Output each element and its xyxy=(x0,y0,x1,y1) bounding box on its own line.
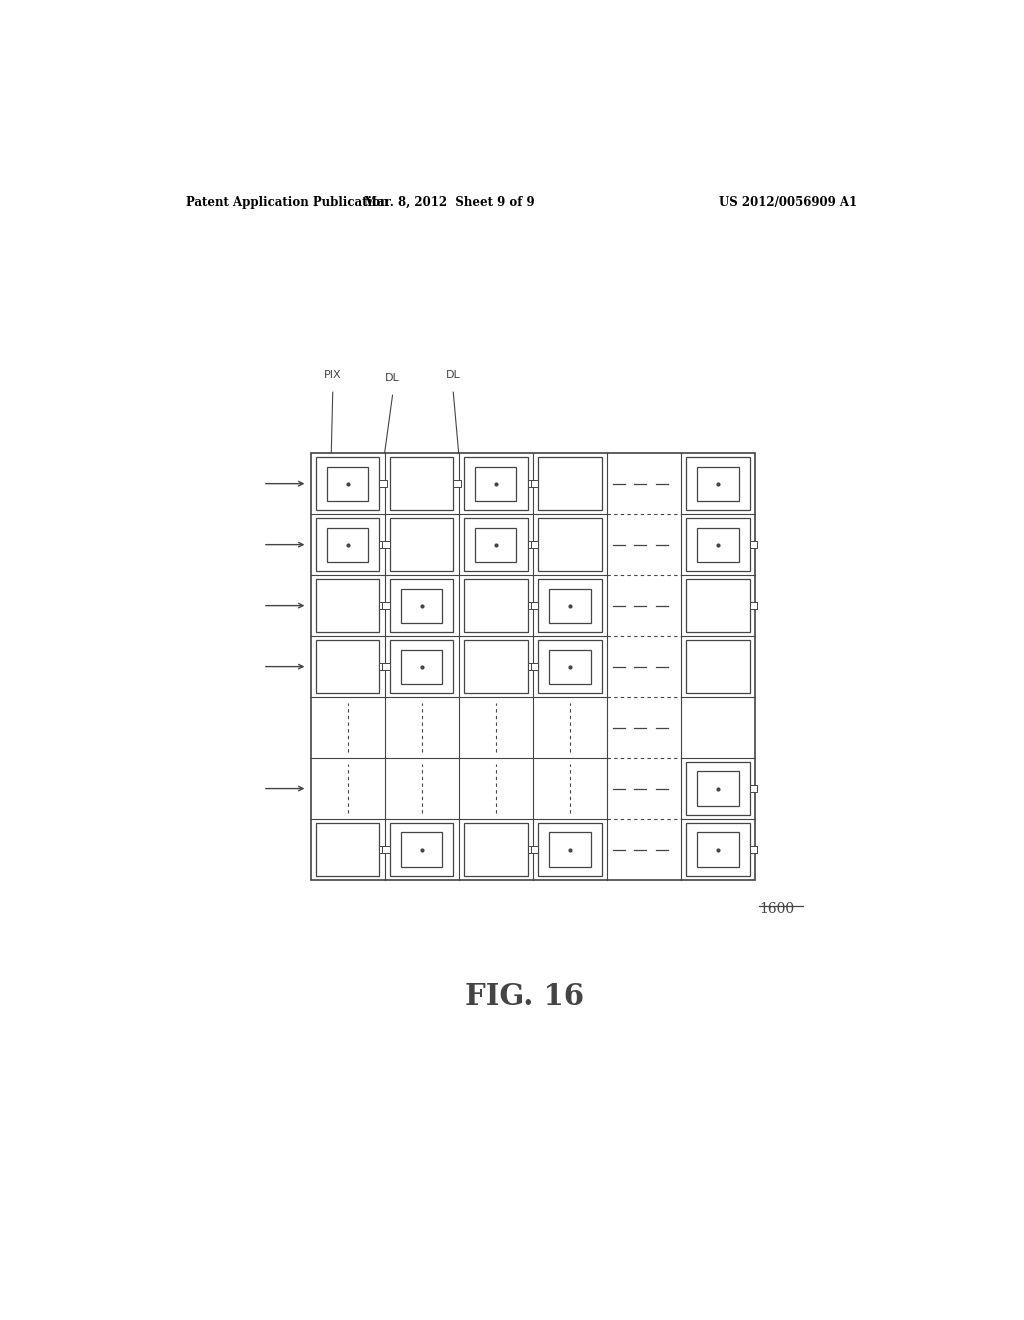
Bar xyxy=(530,480,538,487)
Bar xyxy=(390,458,454,510)
Bar xyxy=(464,458,527,510)
Bar xyxy=(382,846,390,853)
Bar xyxy=(750,541,757,548)
Bar xyxy=(380,602,387,610)
Bar xyxy=(686,824,750,875)
Bar xyxy=(327,528,369,562)
Bar xyxy=(315,519,380,570)
Bar xyxy=(380,480,387,487)
Bar xyxy=(475,466,516,500)
Bar xyxy=(315,579,380,632)
Bar xyxy=(382,541,390,548)
Text: PIX: PIX xyxy=(324,370,342,380)
Bar xyxy=(380,663,387,671)
Text: Patent Application Publication: Patent Application Publication xyxy=(186,195,388,209)
Bar xyxy=(382,663,390,671)
Bar xyxy=(750,602,757,610)
Bar xyxy=(530,541,538,548)
Bar xyxy=(549,833,591,867)
Bar xyxy=(697,771,738,805)
Bar xyxy=(315,824,380,875)
Bar xyxy=(464,640,527,693)
Bar xyxy=(390,579,454,632)
Bar xyxy=(464,579,527,632)
Text: FIG. 16: FIG. 16 xyxy=(465,982,585,1011)
Bar xyxy=(538,458,602,510)
Text: 1600: 1600 xyxy=(759,903,794,916)
Bar xyxy=(530,663,538,671)
Bar xyxy=(686,458,750,510)
Bar xyxy=(382,602,390,610)
Bar xyxy=(530,602,538,610)
Bar xyxy=(464,824,527,875)
Bar xyxy=(538,519,602,570)
Bar xyxy=(549,649,591,684)
Bar xyxy=(686,579,750,632)
Bar xyxy=(686,763,750,814)
Text: US 2012/0056909 A1: US 2012/0056909 A1 xyxy=(719,195,857,209)
Bar xyxy=(380,846,387,853)
Bar xyxy=(538,824,602,875)
Bar xyxy=(527,541,535,548)
Text: Mar. 8, 2012  Sheet 9 of 9: Mar. 8, 2012 Sheet 9 of 9 xyxy=(365,195,535,209)
Bar xyxy=(686,519,750,570)
Bar xyxy=(750,785,757,792)
Bar xyxy=(686,640,750,693)
Bar xyxy=(697,528,738,562)
Bar xyxy=(549,589,591,623)
Text: DL: DL xyxy=(385,374,400,383)
Bar xyxy=(327,466,369,500)
Bar xyxy=(400,649,442,684)
Bar xyxy=(315,640,380,693)
Bar xyxy=(390,824,454,875)
Bar xyxy=(750,846,757,853)
Bar xyxy=(527,846,535,853)
Bar xyxy=(464,519,527,570)
Bar xyxy=(530,846,538,853)
Bar xyxy=(390,640,454,693)
Bar xyxy=(697,833,738,867)
Text: DL: DL xyxy=(445,370,461,380)
Bar xyxy=(527,663,535,671)
Bar xyxy=(310,453,755,880)
Bar xyxy=(527,480,535,487)
Bar xyxy=(538,579,602,632)
Bar xyxy=(538,640,602,693)
Bar xyxy=(697,466,738,500)
Bar xyxy=(454,480,461,487)
Bar xyxy=(315,458,380,510)
Bar xyxy=(390,519,454,570)
Bar xyxy=(527,602,535,610)
Bar xyxy=(400,833,442,867)
Bar xyxy=(380,541,387,548)
Bar xyxy=(475,528,516,562)
Bar xyxy=(400,589,442,623)
